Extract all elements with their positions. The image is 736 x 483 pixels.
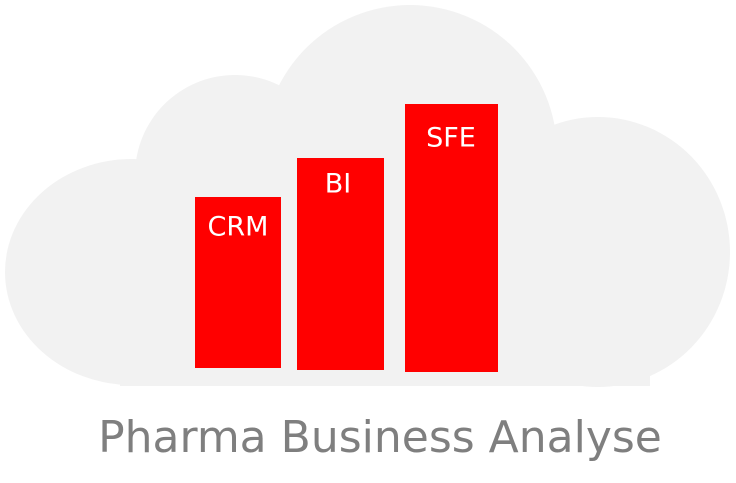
bar-label: SFE — [426, 123, 476, 154]
bar — [405, 104, 498, 372]
bars: CRM BI SFE — [195, 104, 498, 372]
bar — [297, 158, 384, 370]
bar-label: CRM — [208, 212, 269, 243]
bar-label: BI — [325, 169, 352, 200]
title: Pharma Business Analyse — [98, 412, 662, 463]
bar — [195, 197, 281, 368]
